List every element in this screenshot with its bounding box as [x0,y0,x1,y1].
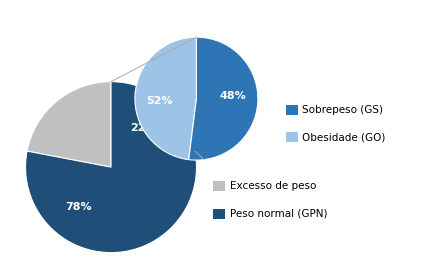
Wedge shape [188,37,257,160]
Bar [285,105,297,115]
Bar [213,181,225,191]
Wedge shape [26,82,196,253]
Text: 22%: 22% [130,123,157,133]
Text: 78%: 78% [65,202,92,212]
Text: Sobrepeso (GS): Sobrepeso (GS) [302,105,383,115]
Text: Peso normal (GPN): Peso normal (GPN) [229,209,326,219]
Wedge shape [27,82,111,167]
Text: 52%: 52% [146,96,173,106]
Bar [285,132,297,142]
Bar [213,209,225,219]
Text: 48%: 48% [219,91,246,101]
Wedge shape [135,37,196,160]
Text: Excesso de peso: Excesso de peso [229,181,315,191]
Text: Obesidade (GO): Obesidade (GO) [302,132,385,142]
